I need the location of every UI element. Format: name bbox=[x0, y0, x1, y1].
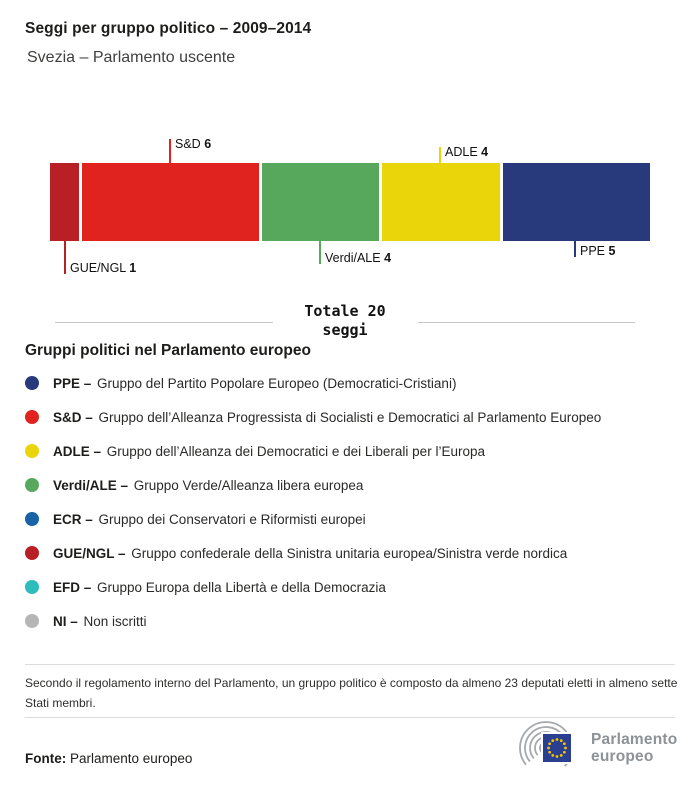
callout-label-s-d: S&D 6 bbox=[175, 137, 212, 151]
legend-row-verdi-ale: Verdi/ALE – Gruppo Verde/Alleanza libera… bbox=[25, 468, 675, 502]
legend-row-ecr: ECR – Gruppo dei Conservatori e Riformis… bbox=[25, 502, 675, 536]
logo-word-1: Parlamento bbox=[591, 731, 678, 748]
bar-segment-verdi-ale bbox=[261, 163, 380, 241]
source-line: Fonte: Parlamento europeo bbox=[25, 751, 192, 766]
page-title: Seggi per gruppo politico – 2009–2014 bbox=[25, 20, 312, 37]
legend-item-text: GUE/NGL – Gruppo confederale della Sinis… bbox=[53, 545, 568, 561]
callout-line-gue-ngl bbox=[64, 241, 66, 274]
legend-bullet-icon bbox=[25, 444, 39, 458]
bar-segment-adle bbox=[382, 163, 500, 241]
callout-line-ppe bbox=[574, 241, 576, 257]
legend-item-text: ECR – Gruppo dei Conservatori e Riformis… bbox=[53, 511, 366, 527]
legend-bullet-icon bbox=[25, 376, 39, 390]
callout-line-s-d bbox=[169, 139, 171, 163]
footnote-divider-bottom bbox=[25, 717, 675, 718]
legend-heading: Gruppi politici nel Parlamento europeo bbox=[25, 342, 311, 359]
callout-line-verdi-ale bbox=[319, 241, 321, 264]
eu-flag-stars bbox=[547, 738, 567, 758]
legend-item-text: ADLE – Gruppo dell’Alleanza dei Democrat… bbox=[53, 443, 485, 459]
parlamento-europeo-logo: Parlamento europeo bbox=[518, 720, 677, 776]
bar-segment-ppe bbox=[503, 163, 650, 241]
page-subtitle: Svezia – Parlamento uscente bbox=[27, 49, 236, 66]
logo-word-2: europeo bbox=[591, 748, 654, 765]
stacked-seats-bar bbox=[50, 163, 650, 241]
total-divider-right bbox=[418, 322, 635, 323]
legend-row-ni: NI – Non iscritti bbox=[25, 604, 675, 638]
legend-row-ppe: PPE – Gruppo del Partito Popolare Europe… bbox=[25, 366, 675, 400]
legend-row-adle: ADLE – Gruppo dell’Alleanza dei Democrat… bbox=[25, 434, 675, 468]
legend-row-gue-ngl: GUE/NGL – Gruppo confederale della Sinis… bbox=[25, 536, 675, 570]
european-parliament-hemicycle-icon bbox=[519, 721, 573, 775]
source-label: Fonte: bbox=[25, 751, 67, 766]
logo-wordmark: Parlamento europeo bbox=[591, 731, 677, 765]
total-divider-left bbox=[55, 322, 273, 323]
legend-bullet-icon bbox=[25, 614, 39, 628]
bar-segment-gue-ngl bbox=[50, 163, 80, 241]
callout-label-gue-ngl: GUE/NGL 1 bbox=[70, 261, 137, 275]
legend-item-text: Verdi/ALE – Gruppo Verde/Alleanza libera… bbox=[53, 477, 364, 493]
bar-segment-s-d bbox=[82, 163, 259, 241]
legend-item-text: PPE – Gruppo del Partito Popolare Europe… bbox=[53, 375, 457, 391]
source-value: Parlamento europeo bbox=[70, 751, 193, 766]
footnote-divider-top bbox=[25, 664, 675, 665]
legend-bullet-icon bbox=[25, 546, 39, 560]
callout-label-ppe: PPE 5 bbox=[580, 244, 616, 258]
eu-flag-icon bbox=[541, 732, 573, 764]
legend-bullet-icon bbox=[25, 512, 39, 526]
legend-item-text: EFD – Gruppo Europa della Libertà e dell… bbox=[53, 579, 386, 595]
callout-label-adle: ADLE 4 bbox=[445, 145, 489, 159]
callout-label-verdi-ale: Verdi/ALE 4 bbox=[325, 251, 392, 265]
legend-bullet-icon bbox=[25, 580, 39, 594]
footnote-text: Secondo il regolamento interno del Parla… bbox=[25, 676, 678, 710]
legend-item-text: NI – Non iscritti bbox=[53, 613, 147, 629]
legend-list: PPE – Gruppo del Partito Popolare Europe… bbox=[25, 366, 675, 638]
legend-bullet-icon bbox=[25, 478, 39, 492]
total-seats-label: Totale 20 seggi bbox=[304, 302, 386, 339]
legend-row-s-d: S&D – Gruppo dell’Alleanza Progressista … bbox=[25, 400, 675, 434]
callout-line-adle bbox=[439, 147, 441, 163]
legend-bullet-icon bbox=[25, 410, 39, 424]
legend-item-text: S&D – Gruppo dell’Alleanza Progressista … bbox=[53, 409, 602, 425]
legend-row-efd: EFD – Gruppo Europa della Libertà e dell… bbox=[25, 570, 675, 604]
